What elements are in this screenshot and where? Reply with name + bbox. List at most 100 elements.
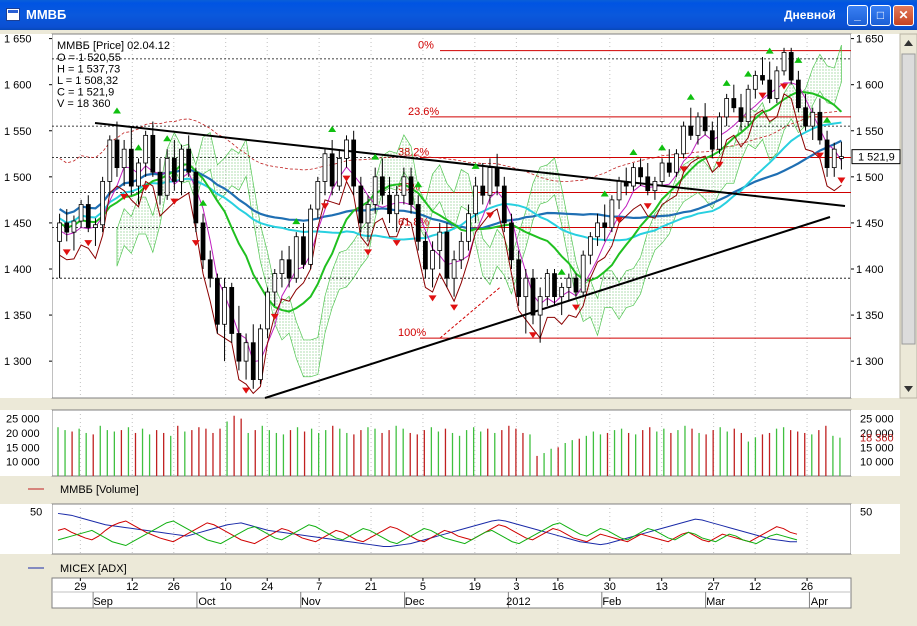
x-day-label: 5 (420, 581, 426, 593)
x-month-label: Sep (93, 596, 113, 608)
price-legend-line: O = 1 520,55 (57, 52, 121, 64)
close-button[interactable]: ✕ (893, 5, 914, 26)
candle-body (760, 75, 765, 81)
candle-body (365, 204, 371, 224)
price-legend-line: L = 1 508,32 (57, 75, 118, 87)
buy-signal-arrow-icon (823, 116, 832, 123)
candle-body (415, 204, 421, 242)
price-ytick-left: 1 400 (4, 264, 32, 276)
sell-signal-arrow-icon (643, 203, 652, 210)
adx-series-line (57, 520, 798, 547)
price-ytick-left: 1 650 (4, 34, 32, 46)
candle-body (171, 158, 177, 182)
sell-signal-arrow-icon (572, 304, 581, 311)
chart-svg[interactable]: 1 650 1 650 1 600 1 600 1 550 1 550 1 500 1 500… (0, 30, 917, 626)
candle-body (387, 194, 392, 215)
fib-label: 0% (418, 40, 434, 52)
sell-signal-arrow-icon (84, 240, 93, 247)
candle-body (724, 98, 730, 118)
x-day-label: 7 (316, 581, 322, 593)
candle-body (372, 176, 378, 205)
sell-signal-arrow-icon (141, 184, 150, 191)
candle-body (265, 291, 270, 330)
buy-signal-arrow-icon (199, 199, 208, 206)
candle-body (329, 153, 335, 187)
minimize-button[interactable]: _ (847, 5, 868, 26)
bottom-frame (0, 610, 917, 626)
candle-body (336, 158, 342, 187)
x-month-label: Feb (602, 596, 621, 608)
buy-signal-arrow-icon (557, 268, 566, 275)
candle-body (458, 240, 464, 261)
price-ytick-left: 1 350 (4, 310, 32, 322)
buy-signal-arrow-icon (371, 153, 380, 160)
candle-body (293, 236, 299, 279)
price-ytick-right: 1 450 (856, 218, 884, 230)
sell-signal-arrow-icon (615, 217, 624, 224)
candle-body (803, 107, 808, 127)
x-day-label: 26 (801, 581, 813, 593)
volume-ytick-right: 15 000 (860, 442, 894, 454)
candle-body (501, 185, 507, 224)
window-title: ММВБ (26, 7, 67, 22)
candle-body (301, 236, 306, 265)
volume-legend: ММВБ [Volume] (60, 484, 139, 496)
x-day-label: 13 (656, 581, 668, 593)
candle-body (57, 222, 62, 242)
candle-body (408, 176, 414, 205)
candle-body (659, 162, 665, 182)
volume-pane (51, 409, 852, 477)
candle-body (573, 277, 579, 293)
candle-body (136, 162, 141, 187)
sell-signal-arrow-icon (191, 240, 200, 247)
volume-ytick-right: 25 000 (860, 414, 894, 426)
candle-body (702, 116, 708, 132)
x-month-label: Mar (706, 596, 725, 608)
buy-signal-arrow-icon (292, 218, 301, 225)
candle-body (258, 328, 263, 380)
scroll-up-arrow-icon (904, 40, 913, 46)
candle-body (351, 139, 357, 187)
app-icon (6, 8, 20, 21)
candle-body (107, 139, 113, 182)
maximize-button[interactable]: □ (870, 5, 891, 26)
x-day-label: 12 (749, 581, 761, 593)
candle-body (623, 181, 629, 187)
x-day-label: 10 (220, 581, 232, 593)
price-ytick-right: 1 400 (856, 264, 884, 276)
price-legend-line: V = 18 360 (57, 98, 111, 110)
adx-legend: MICEX [ADX] (60, 563, 127, 575)
ma-50-line (59, 121, 842, 242)
volume-ytick-left: 25 000 (6, 414, 40, 426)
sell-signal-arrow-icon (428, 295, 437, 302)
sell-signal-arrow-icon (320, 203, 329, 210)
candle-body (731, 98, 737, 109)
volume-ytick-left: 15 000 (6, 442, 40, 454)
sell-signal-arrow-icon (679, 166, 688, 173)
buy-signal-arrow-icon (765, 47, 774, 54)
x-month-label: Oct (198, 596, 215, 608)
buy-signal-arrow-icon (414, 181, 423, 188)
candle-body (602, 222, 608, 228)
candle-body (652, 181, 658, 192)
candle-body (308, 208, 314, 265)
candle-body (688, 125, 694, 136)
sell-signal-arrow-icon (715, 161, 724, 168)
buy-signal-arrow-icon (163, 135, 172, 142)
sell-signal-arrow-icon (270, 313, 279, 320)
candle-body (401, 176, 407, 196)
price-ytick-left: 1 500 (4, 172, 32, 184)
timeframe-label[interactable]: Дневной (784, 8, 836, 22)
buy-signal-arrow-icon (658, 144, 667, 151)
candle-body (487, 167, 493, 196)
adx-ytick-left: 50 (30, 507, 42, 519)
candle-body (286, 259, 292, 279)
candle-body (250, 342, 256, 380)
buy-signal-arrow-icon (686, 93, 695, 100)
candle-body (186, 148, 192, 173)
scroll-thumb (901, 53, 916, 345)
candle-body (717, 116, 722, 150)
sell-signal-arrow-icon (364, 249, 373, 256)
right-axis-bg (851, 34, 900, 398)
buy-signal-arrow-icon (328, 125, 337, 132)
